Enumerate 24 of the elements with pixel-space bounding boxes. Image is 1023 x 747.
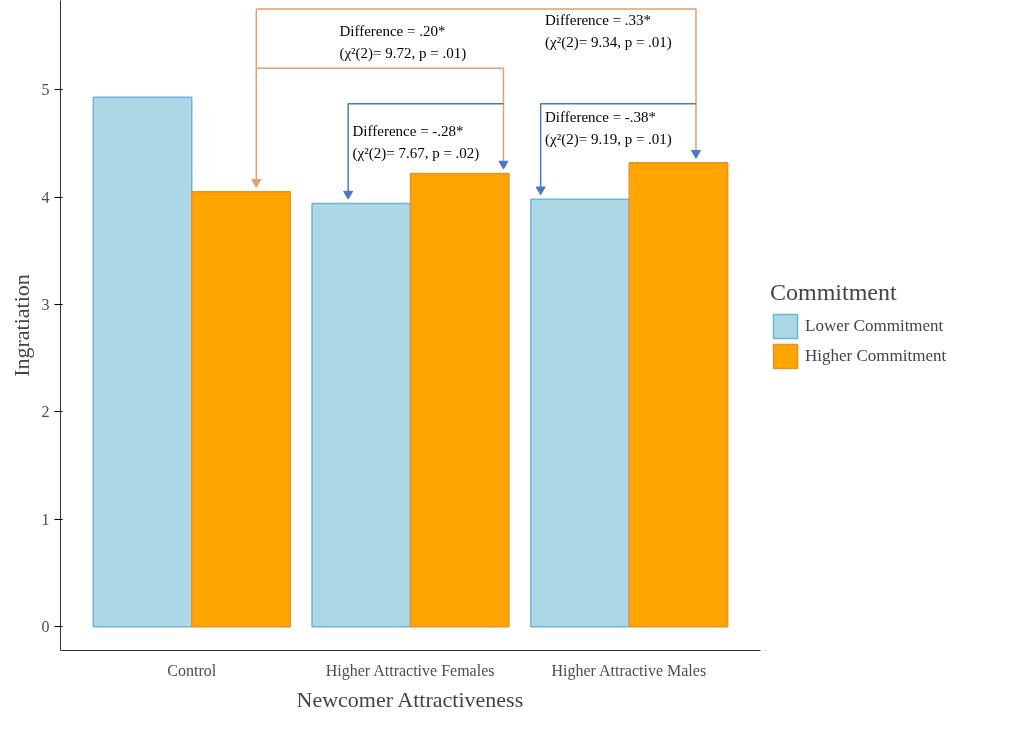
y-tick-label: 1 bbox=[41, 510, 50, 528]
bar bbox=[409, 172, 510, 628]
y-tick-label: 5 bbox=[41, 81, 50, 99]
annotation: Difference = -.28* (χ²(2)= 7.67, p = .02) bbox=[352, 122, 480, 162]
y-tick-label: 2 bbox=[41, 403, 50, 421]
annotation: Difference = -.38* (χ²(2)= 9.19, p = .01) bbox=[545, 109, 672, 148]
bar bbox=[311, 202, 412, 628]
y-tick-label: 0 bbox=[41, 618, 50, 636]
legend-title: Commitment bbox=[770, 279, 898, 306]
y-tick-label: 3 bbox=[41, 296, 50, 314]
bar bbox=[92, 96, 193, 628]
bar bbox=[628, 161, 729, 628]
bar bbox=[191, 190, 291, 628]
x-tick-label: Control bbox=[167, 661, 217, 679]
annotation: Difference = .33* (χ²(2)= 9.34, p = .01) bbox=[545, 12, 672, 51]
annotation: Difference = .20* (χ²(2)= 9.72, p = .01) bbox=[339, 23, 467, 62]
x-tick-label: Higher Attractive Males bbox=[551, 661, 707, 680]
x-axis-title: Newcomer Attractiveness bbox=[296, 686, 524, 712]
y-axis-title: Ingratiation bbox=[8, 274, 34, 377]
x-tick-label: Higher Attractive Females bbox=[325, 661, 495, 680]
y-tick-label: 4 bbox=[41, 188, 50, 206]
legend-label: Higher Commitment bbox=[805, 345, 948, 367]
legend-label: Lower Commitment bbox=[805, 315, 945, 337]
bar bbox=[530, 198, 630, 628]
